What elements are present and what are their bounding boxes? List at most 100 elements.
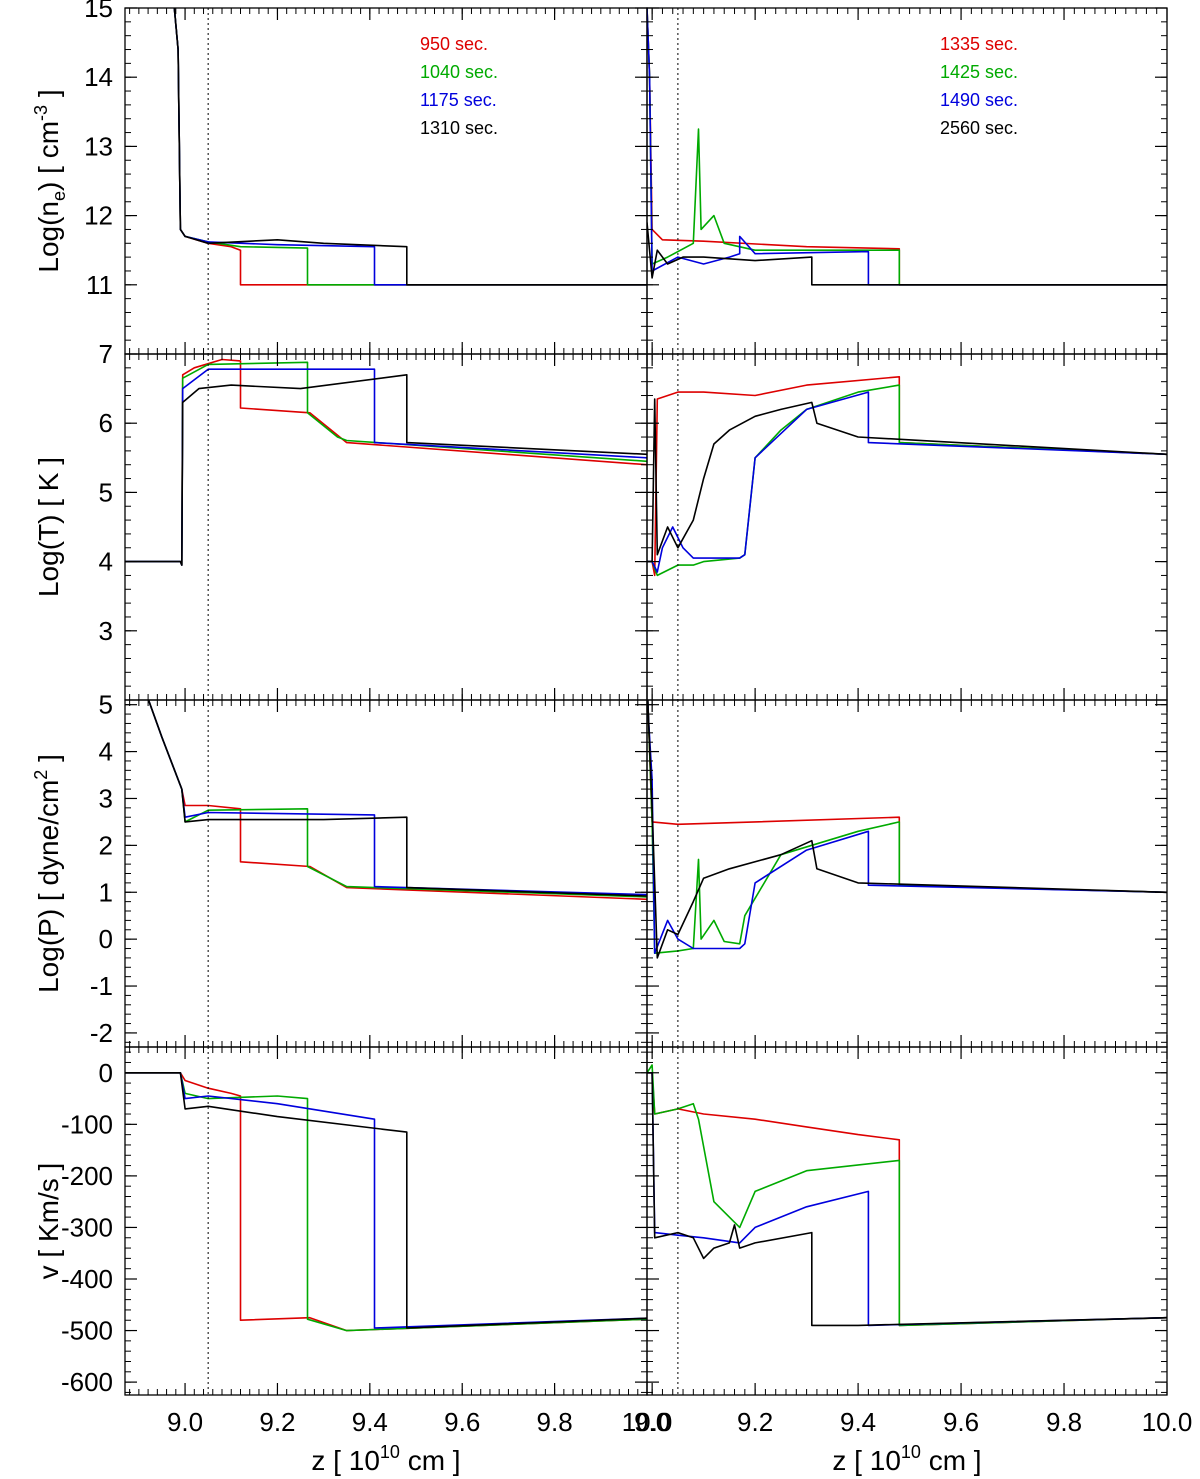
y-tick-label: 15 <box>84 0 113 23</box>
series-line-black <box>147 700 647 897</box>
x-tick-label: 9.2 <box>259 1407 295 1437</box>
series-line-red <box>647 375 1167 577</box>
legend-entry-green: 1040 sec. <box>420 62 498 82</box>
series-line-blue <box>125 1072 647 1329</box>
series-group <box>647 8 1167 286</box>
x-axis-label: z [ 1010 cm ] <box>832 1442 981 1476</box>
series-line-blue <box>647 8 1167 286</box>
y-tick-label: -600 <box>61 1367 113 1397</box>
y-tick-label: 0 <box>99 924 113 954</box>
y-tick-label: -200 <box>61 1161 113 1191</box>
y-tick-label: 1 <box>99 877 113 907</box>
y-axis-label: Log(T) [ K ] <box>33 457 64 597</box>
panel-frame <box>124 1046 648 1396</box>
panel-frame <box>124 7 648 355</box>
series-line-green <box>147 700 647 898</box>
series-line-green <box>647 384 1167 577</box>
series-line-blue <box>147 700 647 896</box>
y-tick-label: 5 <box>99 690 113 720</box>
legend-entry-black: 1310 sec. <box>420 118 498 138</box>
series-line-red <box>147 700 647 901</box>
panel-v-right: 9.0 9.2 9.4 9.6 9.8 10.0 <box>634 1046 1193 1437</box>
panel-P-left: -2 -1 0 1 2 3 4 5 <box>90 690 648 1048</box>
panel-frame <box>124 699 648 1048</box>
panel-frame <box>646 699 1168 1048</box>
series-line-red <box>125 1072 647 1332</box>
y-tick-label: -300 <box>61 1212 113 1242</box>
y-tick-label: 3 <box>99 616 113 646</box>
y-tick-label: 4 <box>99 547 113 577</box>
panel-frame <box>646 1046 1168 1396</box>
panel-v-left: -600 -500 -400 -300 -200 -100 0 9.0 9.2 9.4 9.6 9.8… <box>61 1046 673 1437</box>
y-axis-label: Log(P) [ dyne/cm2 ] <box>31 754 64 993</box>
x-tick-label: 9.6 <box>943 1407 979 1437</box>
series-line-green <box>647 700 1167 955</box>
x-axis-label: z [ 1010 cm ] <box>311 1442 460 1476</box>
legend-entry-blue: 1175 sec. <box>420 90 497 110</box>
y-tick-label: 6 <box>99 408 113 438</box>
series-line-black <box>647 1072 1167 1327</box>
legend-entry-red: 950 sec. <box>420 34 488 54</box>
y-tick-label: 0 <box>99 1058 113 1088</box>
series-line-green <box>647 8 1167 286</box>
y-tick-label: -2 <box>90 1018 113 1048</box>
series-line-red <box>647 700 1167 894</box>
series-line-black <box>125 1072 647 1329</box>
series-line-green <box>125 361 647 566</box>
series-line-blue <box>647 700 1167 955</box>
x-tick-label: 9.0 <box>634 1407 670 1437</box>
series-line-black <box>647 700 1167 959</box>
y-tick-label: 14 <box>84 62 113 92</box>
y-tick-label: 5 <box>99 477 113 507</box>
series-group <box>147 700 647 901</box>
series-line-blue <box>125 368 647 566</box>
x-tick-label: 10.0 <box>1142 1407 1193 1437</box>
legend-right: 1335 sec. 1425 sec. 1490 sec. 2560 sec. <box>940 34 1018 138</box>
x-tick-label: 9.6 <box>444 1407 480 1437</box>
series-line-red <box>125 358 647 566</box>
legend-left: 950 sec. 1040 sec. 1175 sec. 1310 sec. <box>420 34 498 138</box>
panel-ne-left: 11 12 13 14 15 <box>84 0 648 355</box>
y-tick-label: 2 <box>99 830 113 860</box>
legend-entry-red: 1335 sec. <box>940 34 1018 54</box>
series-line-blue <box>647 391 1167 573</box>
series-group <box>647 1064 1167 1327</box>
y-axis-label: v [ Km/s ] <box>33 1163 64 1280</box>
x-tick-label: 9.4 <box>352 1407 388 1437</box>
x-tick-label: 10.0 <box>622 1407 673 1437</box>
y-tick-label: -400 <box>61 1264 113 1294</box>
y-tick-label: -1 <box>90 971 113 1001</box>
panel-frame <box>646 353 1168 701</box>
panel-T-left: 3 4 5 6 7 <box>99 339 648 701</box>
series-line-red <box>647 1072 1167 1327</box>
panel-frame <box>124 353 648 701</box>
series-group <box>125 358 647 566</box>
series-group <box>647 375 1167 577</box>
series-line-green <box>125 1072 647 1332</box>
panel-ne-right <box>646 7 1168 355</box>
x-tick-label: 9.0 <box>167 1407 203 1437</box>
y-tick-label: -100 <box>61 1109 113 1139</box>
y-axis-label: Log(ne) [ cm-3 ] <box>31 89 69 272</box>
legend-entry-blue: 1490 sec. <box>940 90 1018 110</box>
panel-T-right <box>646 353 1168 701</box>
y-tick-label: 3 <box>99 783 113 813</box>
y-tick-label: 11 <box>86 270 113 300</box>
series-line-black <box>125 373 647 566</box>
series-line-green <box>647 1064 1167 1327</box>
series-line-blue <box>647 1072 1167 1327</box>
legend-entry-black: 2560 sec. <box>940 118 1018 138</box>
y-tick-label: 7 <box>99 339 113 369</box>
y-tick-label: -500 <box>61 1316 113 1346</box>
series-line-black <box>173 8 647 286</box>
series-group <box>647 700 1167 959</box>
series-line-black <box>647 222 1167 286</box>
panel-P-right <box>646 699 1168 1048</box>
y-tick-label: 12 <box>84 201 113 231</box>
x-tick-label: 9.8 <box>1046 1407 1082 1437</box>
series-group <box>173 8 647 286</box>
series-line-black <box>647 398 1167 563</box>
x-tick-label: 9.8 <box>537 1407 573 1437</box>
series-group <box>125 1072 647 1332</box>
